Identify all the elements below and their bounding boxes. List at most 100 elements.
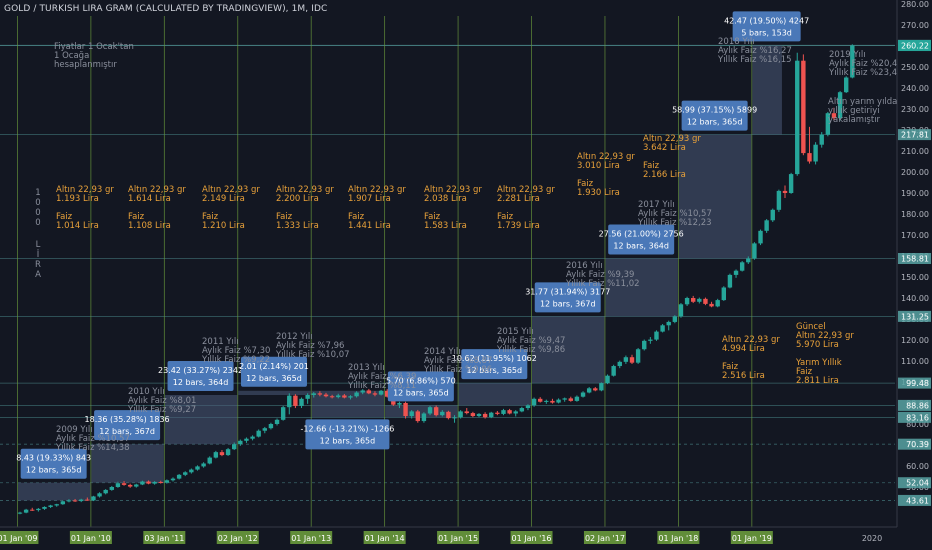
orange-note-10-0: Güncel xyxy=(796,322,826,332)
price-axis-bg xyxy=(897,0,932,550)
candle-body-130 xyxy=(813,144,818,162)
candle-body-90 xyxy=(568,398,573,401)
candle-body-110 xyxy=(691,298,696,302)
candle-body-123 xyxy=(770,209,775,221)
candle-body-34 xyxy=(225,449,231,456)
year-note-10-0: 2019 Yılı xyxy=(829,50,866,60)
candle-body-57 xyxy=(366,390,372,394)
yearly-range-box-4 xyxy=(311,390,385,418)
y-tick-label-12: 170.00 xyxy=(901,231,929,240)
year-note-4-1: Aylık Faiz %6,39 xyxy=(348,372,416,382)
price-label-bg-7 xyxy=(898,411,931,423)
candle-body-78 xyxy=(495,412,500,414)
orange-note-7-0: Altın 22,93 gr xyxy=(577,152,635,162)
candle-body-11 xyxy=(85,499,90,501)
candle-body-74 xyxy=(470,413,476,417)
candle-body-126 xyxy=(788,174,794,193)
date-label-5: 01 Jan '14 xyxy=(365,534,405,543)
candle-body-52 xyxy=(336,395,341,398)
y-tick-label-22: 270.00 xyxy=(901,21,929,30)
candle-body-88 xyxy=(556,399,561,403)
right-note-0: Altın yarım yılda xyxy=(828,97,897,107)
candle-body-45 xyxy=(293,395,298,406)
orange-note-4-3: Faiz xyxy=(348,212,365,222)
y-tick-label-14: 190.00 xyxy=(901,189,929,198)
price-label-bg-9 xyxy=(898,477,931,489)
year-note-6-0: 2015 Yılı xyxy=(497,327,534,337)
range-tag-value-7: 31.77 (31.94%) 3177 xyxy=(525,287,610,296)
candle-body-5 xyxy=(48,505,53,507)
year-note-9-2: Yıllık Faiz %16,15 xyxy=(717,55,792,65)
candle-body-101 xyxy=(635,349,641,363)
candle-body-92 xyxy=(580,392,586,397)
orange-note-5-4: 1.583 Lira xyxy=(424,221,467,231)
price-label-bg-10 xyxy=(898,494,931,506)
range-tag-bars-7: 12 bars, 367d xyxy=(540,299,596,308)
candle-body-67 xyxy=(427,407,433,414)
candle-body-70 xyxy=(446,411,451,419)
year-note-5-2: Yıllık Faiz %9,86 xyxy=(423,365,492,375)
candle-body-56 xyxy=(360,390,365,393)
candle-body-73 xyxy=(464,411,469,414)
range-tag-6 xyxy=(461,349,528,380)
orange-note-7-1: 3.010 Lira xyxy=(577,161,620,171)
range-tag-9 xyxy=(681,100,748,131)
candle-body-66 xyxy=(421,413,427,422)
range-tag-bars-1: 12 bars, 367d xyxy=(99,427,155,436)
candle-body-25 xyxy=(170,478,176,481)
candle-body-1 xyxy=(23,509,29,513)
candle-body-43 xyxy=(280,407,286,420)
range-tag-5 xyxy=(387,371,454,402)
orange-note-0-0: Altın 22,93 gr xyxy=(56,185,114,195)
candle-body-55 xyxy=(354,392,359,397)
year-note-8-2: Yıllık Faiz %12,23 xyxy=(637,218,712,228)
y-tick-label-16: 210.00 xyxy=(901,147,929,156)
candle-body-41 xyxy=(268,424,274,429)
year-note-2-0: 2011 Yılı xyxy=(202,337,239,347)
price-label-bg-3 xyxy=(898,252,931,264)
candle-body-76 xyxy=(482,413,488,418)
candle-body-48 xyxy=(311,393,316,395)
orange-note-9-3: Faiz xyxy=(722,362,739,372)
year-note-1-1: Aylık Faiz %8,01 xyxy=(128,396,196,406)
orange-note-10-4: Yarım Yıllık xyxy=(795,358,842,368)
candle-body-12 xyxy=(91,496,96,501)
candle-body-30 xyxy=(201,463,206,467)
year-note-3-0: 2012 Yılı xyxy=(276,332,313,342)
yearly-range-box-1 xyxy=(91,444,164,483)
year-note-4-0: 2013 Yılı xyxy=(348,363,385,373)
price-label-10: 43.61 xyxy=(906,496,929,505)
orange-note-9-1: 4.994 Lira xyxy=(722,344,765,354)
date-label-3: 02 Jan '12 xyxy=(218,534,258,543)
date-label-bg-9 xyxy=(657,531,700,544)
price-label-9: 52.04 xyxy=(906,479,929,488)
orange-note-6-3: Faiz xyxy=(497,212,514,222)
date-label-6: 01 Jan '15 xyxy=(438,534,478,543)
range-tag-value-0: 8.43 (19.33%) 843 xyxy=(16,454,91,463)
range-tag-value-6: 10.62 (11.95%) 1062 xyxy=(452,354,537,363)
candle-body-100 xyxy=(629,357,635,363)
candle-body-13 xyxy=(97,493,102,497)
candle-body-120 xyxy=(752,243,757,259)
candle-body-105 xyxy=(660,325,665,332)
vertical-note-char-1: 0 xyxy=(35,198,40,208)
yearly-range-box-3 xyxy=(238,390,311,395)
candle-body-94 xyxy=(593,388,598,391)
yearly-range-box-5 xyxy=(385,405,458,418)
price-label-bg-1 xyxy=(898,40,931,52)
candle-body-111 xyxy=(697,298,702,302)
range-tag-bars-2: 12 bars, 364d xyxy=(173,378,229,387)
candle-body-42 xyxy=(274,419,280,424)
date-label-bg-4 xyxy=(290,531,333,544)
price-label-4: 131.25 xyxy=(901,312,929,321)
date-label-10: 01 Jan '19 xyxy=(732,534,772,543)
year-note-2-1: Aylık Faiz %7,30 xyxy=(202,346,270,356)
candle-body-63 xyxy=(403,403,408,417)
orange-note-8-0: Altın 22,93 gr xyxy=(643,134,701,144)
candle-body-36 xyxy=(238,440,243,445)
candle-body-53 xyxy=(342,395,347,398)
date-label-8: 02 Jan '17 xyxy=(585,534,625,543)
y-tick-label-13: 180.00 xyxy=(901,210,929,219)
date-label-11: 2020 xyxy=(862,534,882,543)
yearly-range-box-0 xyxy=(17,482,91,501)
